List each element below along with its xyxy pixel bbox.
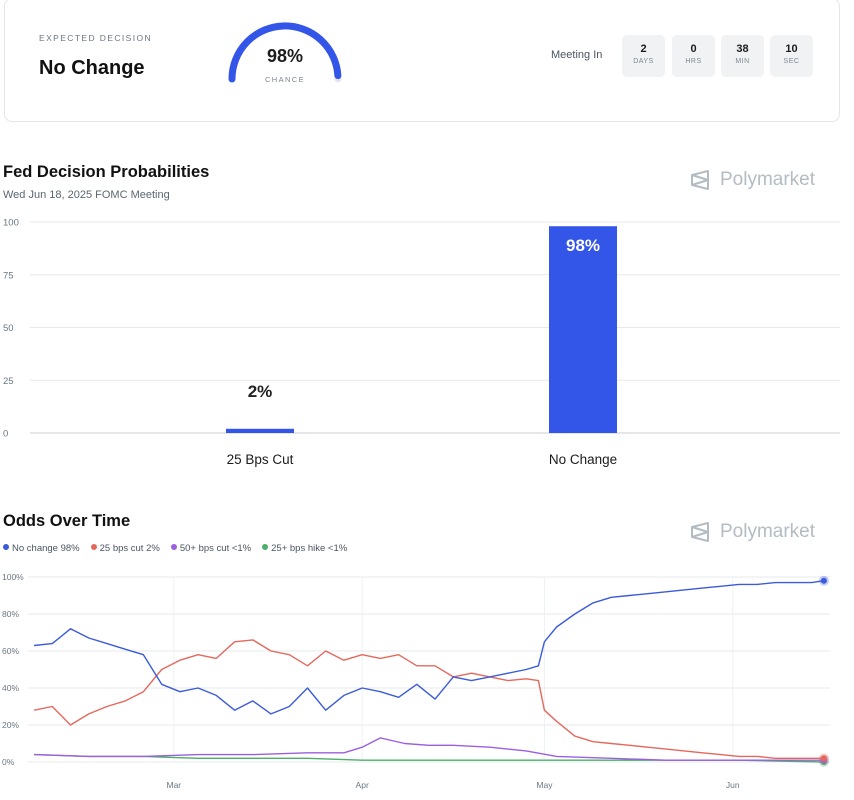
series-line-2 (34, 737, 824, 761)
line-ytick-label: 80% (2, 609, 19, 619)
polymarket-logo-2: Polymarket (688, 518, 838, 546)
line-xtick-label: Mar (166, 780, 181, 790)
odds-over-time-chart: 0% 20% 40% 60% 80% 100% Mar Apr May Jun (2, 572, 830, 790)
bar-data-label: 98% (566, 236, 600, 255)
line-ytick-label: 0% (2, 757, 15, 767)
countdown-minutes-value: 38 (736, 43, 749, 55)
legend-label: No change 98% (12, 543, 80, 554)
legend-item: 25 bps cut 2% (90, 543, 160, 554)
polymarket-wordmark: Polymarket (720, 169, 816, 190)
bar-ytick-label: 75 (3, 270, 14, 281)
gauge-percent: 98% (266, 46, 304, 66)
line-xtick-label: Apr (356, 780, 369, 790)
polymarket-logo: Polymarket (688, 166, 838, 194)
bar-chart-title: Fed Decision Probabilities (3, 163, 210, 181)
meeting-in-label: Meeting In (551, 49, 603, 61)
legend-label: 50+ bps cut <1% (179, 543, 252, 554)
polymarket-icon (691, 522, 709, 542)
legend-label: 25 bps cut 2% (99, 543, 160, 554)
fed-decision-bar-chart: 0 25 50 75 100 2% 25 Bps Cut 98% No Change (3, 218, 840, 467)
expected-decision-value: No Change (39, 57, 145, 79)
countdown-hours-unit: HRS (685, 58, 702, 65)
bar-ytick-label: 50 (3, 323, 14, 334)
countdown-minutes-unit: MIN (735, 58, 750, 65)
bar-data-label: 2% (248, 382, 273, 401)
polymarket-icon (691, 170, 709, 190)
bar-0 (226, 428, 294, 433)
countdown-hours: 0 HRS (672, 35, 715, 77)
decision-card: EXPECTED DECISION No Change 98% CHANCE M… (4, 0, 840, 122)
legend-item: 50+ bps cut <1% (170, 543, 252, 554)
chance-gauge (228, 22, 342, 83)
bar-1 (549, 226, 617, 433)
legend-dot (262, 544, 269, 550)
series-end-point (820, 755, 827, 762)
bar-chart-subtitle: Wed Jun 18, 2025 FOMC Meeting (3, 189, 170, 201)
line-ytick-label: 20% (2, 720, 19, 730)
countdown-hours-value: 0 (690, 43, 697, 55)
bar-ytick-label: 100 (3, 218, 19, 229)
line-chart-title: Odds Over Time (3, 512, 131, 530)
countdown-days-unit: DAYS (633, 58, 654, 65)
odds-legend: No change 98% 25 bps cut 2% 50+ bps cut <1… (3, 543, 358, 557)
gauge-chance-label: CHANCE (264, 75, 306, 84)
line-ytick-label: 100% (2, 572, 24, 582)
bar-ytick-label: 25 (3, 376, 14, 387)
legend-label: 25+ bps hike <1% (271, 543, 348, 554)
bar-category-label: 25 Bps Cut (227, 452, 294, 467)
legend-dot (90, 544, 97, 550)
countdown-seconds-unit: SEC (783, 58, 800, 65)
series-end-point (820, 577, 827, 584)
line-xtick-label: Jun (726, 780, 740, 790)
legend-dot (170, 544, 177, 550)
line-ytick-label: 60% (2, 646, 19, 656)
polymarket-wordmark: Polymarket (720, 521, 816, 542)
series-line-1 (33, 639, 824, 759)
legend-dot (3, 544, 9, 550)
legend-item: 25+ bps hike <1% (262, 543, 347, 554)
legend-item: No change 98% (3, 543, 80, 554)
series-line-0 (34, 580, 825, 715)
bar-category-label: No Change (549, 452, 617, 467)
line-xtick-label: May (536, 780, 553, 790)
countdown-days-value: 2 (640, 43, 647, 55)
gauge-fill (228, 22, 342, 83)
bar-ytick-label: 0 (3, 429, 8, 440)
countdown-minutes: 38 MIN (721, 35, 764, 77)
countdown-seconds: 10 SEC (770, 35, 813, 77)
line-ytick-label: 40% (2, 683, 19, 693)
countdown-seconds-value: 10 (785, 43, 798, 55)
countdown-days: 2 DAYS (622, 35, 665, 77)
expected-decision-label: EXPECTED DECISION (39, 33, 153, 43)
